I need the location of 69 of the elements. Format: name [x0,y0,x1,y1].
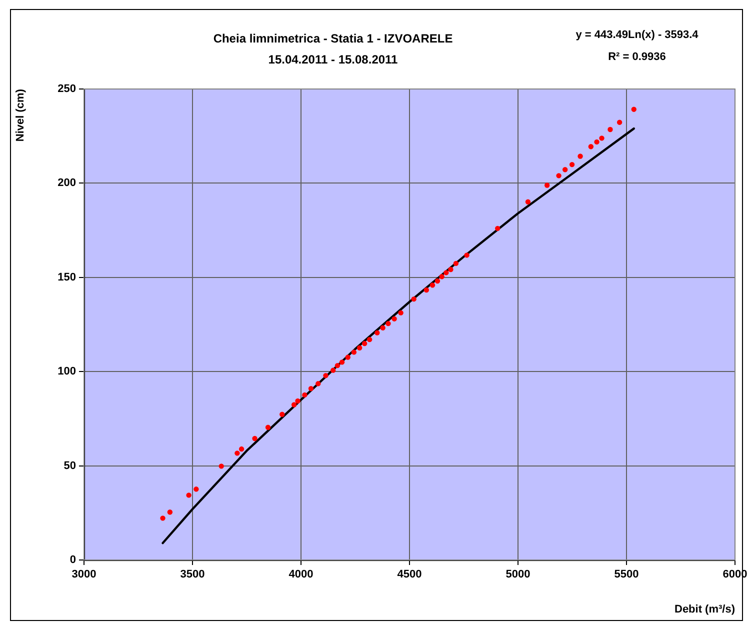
point [448,266,454,272]
point [167,510,173,515]
point [374,330,380,336]
point [194,486,199,492]
y-tick-label: 200 [58,177,76,190]
point [218,464,224,469]
point [525,199,531,204]
point [608,126,613,132]
point [464,252,470,258]
x-tick-label: 3500 [180,568,205,581]
point [631,106,636,112]
point [280,412,285,417]
x-tick-label: 4000 [288,568,314,581]
point [453,260,459,266]
point [295,398,300,404]
point [234,450,240,456]
y-axis-title: Nivel (cm) [14,88,27,142]
point [544,182,550,188]
point [599,136,604,141]
point [594,139,600,145]
point [323,372,328,378]
point [291,402,297,408]
point [330,368,336,373]
point [160,516,166,521]
point [556,173,562,178]
chart-title: Cheia limnimetrica - Statia 1 - IZVOARELE [213,31,453,46]
y-tick-label: 100 [58,366,76,378]
point [562,167,568,172]
x-tick-label: 5500 [614,568,639,581]
chart-subtitle: 15.04.2011 - 15.08.2011 [268,52,398,66]
text: y = 443.49Ln(x) - 3593.4 [576,29,700,42]
point [339,360,345,365]
x-tick-label: 3000 [72,568,96,581]
point [334,362,340,368]
point [186,492,192,498]
x-tick-label: 4500 [397,568,422,581]
point [588,144,594,150]
point [495,226,500,232]
y-tick-label: 150 [58,271,76,284]
y-tick-label: 50 [64,460,76,472]
point [302,392,308,398]
point [569,162,575,168]
x-tick-label: 5000 [506,568,530,581]
point [392,316,397,322]
point [424,287,430,293]
point [356,345,362,350]
point [444,270,449,276]
text: R² = 0.9936 [608,51,666,64]
point [366,336,372,342]
point [308,386,314,392]
point [362,340,368,346]
point [252,436,258,442]
point [439,274,444,280]
y-tick-label: 0 [70,554,76,566]
point [578,154,583,159]
x-axis-title: Debit (m³/s) [674,603,736,616]
point [434,278,440,284]
point [380,325,386,330]
point [411,296,416,302]
point [616,120,622,125]
point [345,354,350,360]
point [316,381,321,386]
point [238,446,244,452]
point [386,320,391,326]
point [430,282,436,288]
point [265,424,271,430]
point [398,310,404,316]
y-tick-label: 250 [58,83,76,96]
point [351,350,357,355]
